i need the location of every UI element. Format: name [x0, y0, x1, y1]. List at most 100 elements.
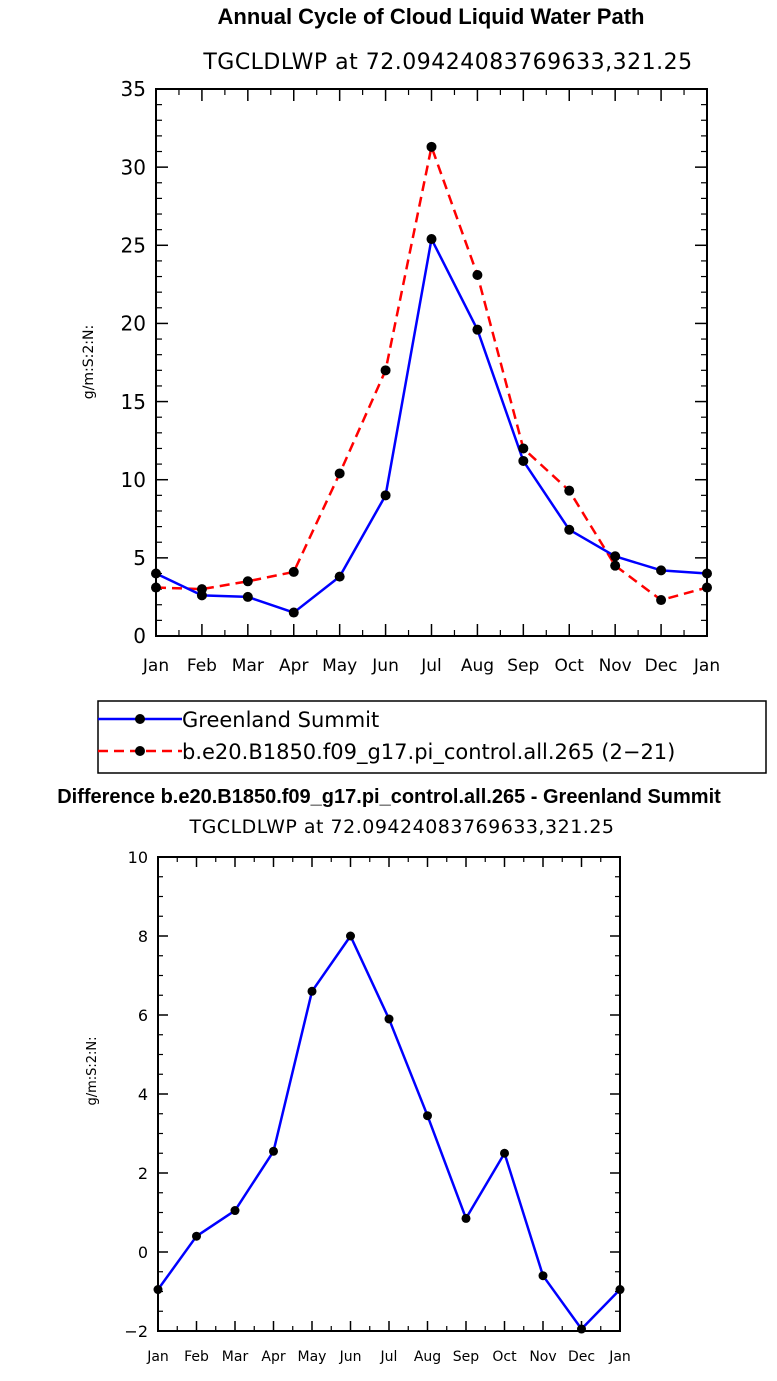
chart2-ytick-label: 6: [138, 1006, 148, 1025]
chart2-xtick-label: May: [298, 1349, 327, 1365]
chart2-xtick-label: Mar: [222, 1349, 249, 1365]
chart1-series-2-point: [380, 365, 391, 376]
chart1-xtick-label: Jan: [142, 656, 169, 676]
chart2-series-1-point: [500, 1148, 509, 1158]
legend-marker-model: [135, 746, 145, 756]
chart1-xtick-label: May: [322, 656, 357, 676]
chart2-xtick-label: Jan: [608, 1349, 631, 1365]
chart1-series-1-point: [242, 591, 253, 602]
chart1-frame: [155, 88, 708, 637]
chart1-ytick-label: 20: [121, 312, 146, 336]
legend-box: [97, 700, 767, 774]
chart1-series-2-point: [334, 468, 345, 479]
chart1-xtick-label: Oct: [555, 656, 585, 676]
chart2-ytick-label: 4: [138, 1085, 148, 1104]
chart2-series-1-point: [192, 1231, 201, 1241]
chart1-xtick-label: Apr: [279, 656, 308, 676]
chart1-xtick-label: Feb: [187, 656, 217, 676]
legend-label-greenland: Greenland Summit: [182, 708, 379, 732]
chart2-series-1-point: [461, 1213, 471, 1223]
chart2-title: Difference b.e20.B1850.f09_g17.pi_contro…: [57, 786, 721, 808]
chart1-ytick-label: 0: [133, 624, 146, 648]
chart2-series-1-point: [153, 1285, 163, 1295]
chart2-series-1-point: [577, 1324, 586, 1334]
chart1-ytick-label: 10: [121, 468, 146, 492]
legend-marker-greenland: [135, 714, 145, 724]
chart2-series-1-point: [307, 986, 317, 996]
chart1-xtick-label: Jun: [371, 656, 399, 676]
chart1-series-1-point: [380, 490, 391, 501]
chart1-series-1-point: [610, 551, 621, 562]
chart2-series-1-point: [269, 1146, 278, 1156]
chart1-series-2-point: [564, 485, 575, 496]
chart2-frame: [157, 856, 621, 1332]
chart1-xtick-label: Dec: [645, 656, 678, 676]
chart1-series-line-2: [155, 145, 708, 602]
chart1-series-1-point: [151, 568, 161, 579]
chart2-xtick-label: Jun: [339, 1349, 362, 1365]
chart1-subtitle: TGCLDLWP at 72.09424083769633,321.25: [202, 50, 692, 75]
chart1-series-2-point: [426, 141, 437, 152]
chart2-xtick-label: Oct: [492, 1349, 517, 1365]
chart1-xtick-label: Mar: [232, 656, 264, 676]
chart2-xtick-label: Feb: [184, 1349, 209, 1365]
chart2-ytick-label: 0: [138, 1243, 148, 1262]
chart1-ytick-label: 15: [121, 390, 146, 414]
chart1-title: Annual Cycle of Cloud Liquid Water Path: [218, 4, 645, 29]
chart2-ytick-label: 2: [138, 1164, 148, 1183]
chart1-xtick-label: Jul: [420, 656, 442, 676]
chart1-y-axis-label: g/m:S:2:N:: [81, 325, 97, 399]
chart2-ytick-label: 10: [128, 848, 148, 867]
chart2-series-line-1: [156, 934, 621, 1331]
chart1-series-2-point: [288, 566, 299, 577]
legend: Greenland Summit b.e20.B1850.f09_g17.pi_…: [97, 700, 767, 774]
chart2-xtick-label: Sep: [453, 1349, 480, 1365]
chart2-series-1-point: [615, 1285, 625, 1295]
chart1-xtick-label: Aug: [461, 656, 494, 676]
legend-label-model: b.e20.B1850.f09_g17.pi_control.all.265 (…: [182, 740, 675, 765]
chart1-plot: 0 5 10 15 20 25 30 35 Jan Feb Mar Apr May Jun Jul Aug Se…: [121, 77, 721, 676]
chart1-series-2-point: [151, 582, 161, 593]
chart2-series-1-point: [230, 1206, 240, 1216]
chart1-series-1-point: [288, 607, 299, 618]
chart2-xtick-label: Nov: [529, 1349, 556, 1365]
chart2-series-1-point: [538, 1271, 548, 1281]
chart1-series-line-1: [155, 237, 708, 614]
chart1-ytick-label: 5: [133, 546, 146, 570]
chart2-plot: −2 0 2 4 6 8 10 Jan Feb Mar Apr May Jun Jul Aug Sep Oct N…: [124, 848, 630, 1365]
chart1-series-1-point: [656, 565, 667, 576]
chart1-series-2-point: [610, 560, 621, 571]
chart2-xtick-label: Aug: [414, 1349, 441, 1365]
chart2-subtitle: TGCLDLWP at 72.09424083769633,321.25: [188, 816, 614, 838]
chart2-y-axis-label: g/m:S:2:N:: [85, 1036, 100, 1105]
chart1-series-1-point: [564, 524, 575, 535]
chart1-series-1-point: [196, 590, 207, 601]
chart1-series-2-point: [656, 595, 667, 606]
chart1-ytick-label: 30: [121, 155, 146, 179]
chart1-series-2-point: [472, 269, 483, 280]
chart2-xtick-label: Jul: [380, 1349, 398, 1365]
chart1-xtick-label: Nov: [599, 656, 632, 676]
chart1-ytick-label: 35: [121, 77, 146, 101]
chart2-xtick-label: Apr: [261, 1349, 285, 1365]
chart2-ytick-label: −2: [124, 1322, 148, 1341]
chart1-series-2-point: [518, 443, 529, 454]
chart1-series-1-point: [426, 234, 437, 245]
chart1-series-1-point: [472, 324, 483, 335]
chart1-xtick-label: Sep: [507, 656, 539, 676]
chart2-series-1-point: [346, 931, 355, 941]
chart2-series-1-point: [384, 1014, 394, 1024]
chart2-ytick-label: 8: [138, 927, 148, 946]
chart2-xtick-label: Jan: [146, 1349, 169, 1365]
chart1-ytick-label: 25: [121, 233, 146, 257]
chart1-series-2-point: [702, 582, 712, 593]
chart1-xtick-label: Jan: [693, 656, 720, 676]
chart1-series-1-point: [518, 455, 529, 466]
chart2-series-1-point: [423, 1111, 432, 1121]
chart2-xtick-label: Dec: [568, 1349, 595, 1365]
chart1-series-1-point: [702, 568, 712, 579]
chart1-series-1-point: [334, 571, 345, 582]
chart1-series-2-point: [242, 576, 253, 587]
